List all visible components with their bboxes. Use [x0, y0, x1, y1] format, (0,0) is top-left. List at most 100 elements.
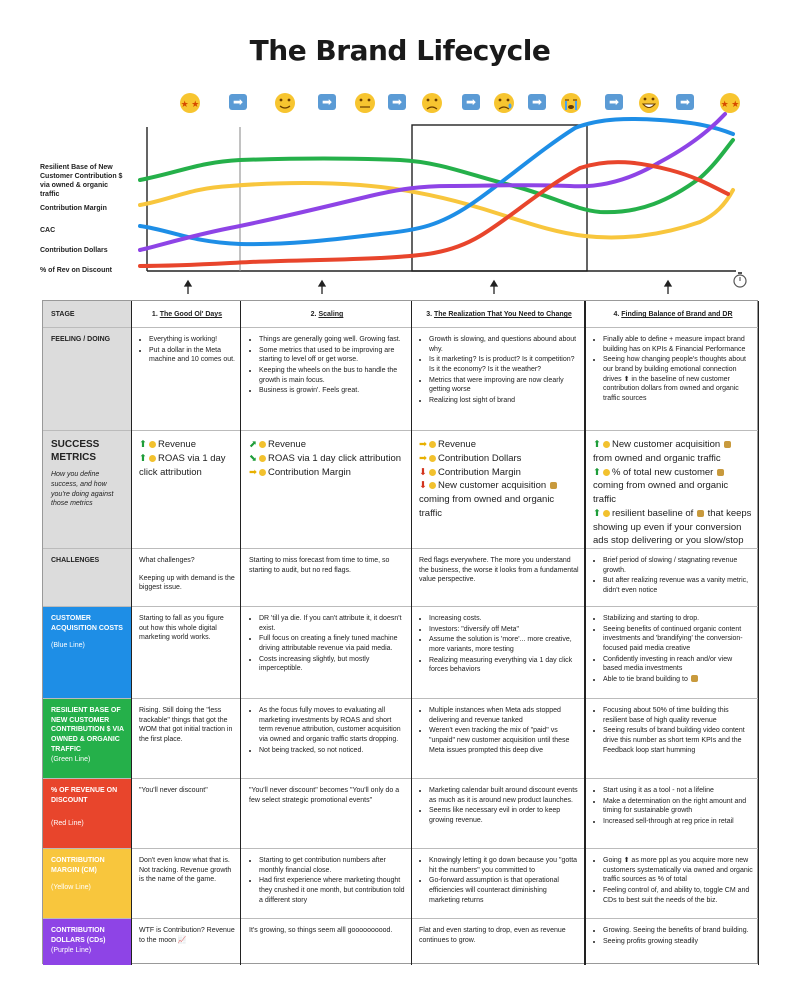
right-arrow-icon: ➡: [249, 466, 257, 478]
cd-label: CONTRIBUTION DOLLARS (CDs): [51, 927, 106, 944]
discount-stage-1: "You'll never discount": [139, 787, 208, 794]
money-bag-icon: [690, 674, 698, 682]
metric-text: coming from owned and organic traffic: [593, 480, 729, 506]
list-item: Some metrics that used to be improving a…: [259, 346, 405, 365]
smiling-face-icon: [602, 509, 610, 517]
feeling-stage-4: Finally able to define + measure impact …: [585, 328, 759, 430]
challenges-row: CHALLENGES What challenges? Keeping up wi…: [43, 548, 759, 606]
smiling-face-icon: [428, 441, 436, 448]
up-arrow-icon: ⬆: [139, 439, 147, 450]
svg-text:➡: ➡: [466, 95, 476, 109]
challenges-label: CHALLENGES: [43, 549, 131, 606]
challenges-stage-4: Brief period of slowing / stagnating rev…: [585, 549, 759, 606]
money-bag-icon: [723, 441, 731, 448]
stage-4-title: Finding Balance of Brand and DR: [621, 311, 733, 318]
metrics-stage-1: ⬆ Revenue ⬆ ROAS via 1 day click attributi…: [131, 431, 241, 548]
list-item: Going ⬆ as more ppl as you acquire more …: [603, 856, 753, 885]
metric-text: ROAS via 1 day click attribution: [139, 452, 226, 478]
stage-1-title: The Good Ol' Days: [159, 311, 223, 318]
purple-line: [138, 112, 727, 252]
list-item: Stabilizing and starting to drop.: [603, 614, 753, 624]
legend-green-label-2: Customer Contribution $: [40, 173, 123, 180]
list-item: Finally able to define + measure impact …: [603, 335, 753, 354]
neutral-face-icon: [355, 93, 375, 113]
down-arrow-icon: ⬇: [419, 480, 427, 492]
resilient-label-cell: RESILIENT BASE OF NEW CUSTOMER CONTRIBUT…: [43, 699, 131, 778]
metrics-label: SUCCESS METRICS: [51, 439, 100, 463]
cac-label: CUSTOMER ACQUISITION COSTS: [51, 615, 123, 632]
list-item: Seeing profits growing steadily: [603, 937, 753, 947]
resilient-row: RESILIENT BASE OF NEW CUSTOMER CONTRIBUT…: [43, 698, 759, 778]
discount-label-cell: % OF REVENUE ON DISCOUNT (Red Line): [43, 779, 131, 848]
crying-face-icon: [428, 482, 436, 490]
stage-4-number: 4.: [613, 311, 620, 318]
cd-stage-3: Flat and even starting to drop, even as …: [419, 927, 566, 944]
svg-text:➡: ➡: [233, 95, 243, 109]
smiling-face-icon: [148, 454, 156, 462]
discount-row: % OF REVENUE ON DISCOUNT (Red Line) "You'…: [43, 778, 759, 848]
list-item: Seeing benefits of continued organic con…: [603, 625, 753, 654]
up-arrow-icon: ⬆: [593, 466, 601, 478]
legend-blue-label: CAC: [40, 227, 55, 234]
star-struck-face-icon: ★ ★: [180, 93, 200, 113]
stage-1-header: 1. The Good Ol' Days: [131, 301, 241, 327]
cac-sublabel: (Blue Line): [51, 642, 85, 650]
feeling-stage-2: Things are generally going well. Growing…: [241, 328, 411, 430]
stage-3-header: 3. The Realization That You Need to Chan…: [411, 301, 585, 327]
cm-sublabel: (Yellow Line): [51, 884, 91, 892]
resilient-stage-3: Multiple instances when Meta ads stopped…: [411, 699, 585, 778]
list-item: Increased sell-through at reg price in r…: [603, 817, 753, 827]
smiling-face-icon: [602, 441, 610, 448]
frowning-face-icon: [428, 468, 436, 476]
arrow-icon: ➡: [605, 94, 623, 110]
svg-text:★ ★: ★ ★: [181, 99, 200, 109]
red-line: [138, 160, 730, 268]
list-item: Weren't even tracking the mix of "paid" …: [429, 726, 579, 755]
cm-label: CONTRIBUTION MARGIN (CM): [51, 857, 105, 874]
cd-stage-4: Growing. Seeing the benefits of brand bu…: [585, 919, 759, 965]
arrow-icon: ➡: [676, 94, 694, 110]
neutral-face-icon: [428, 454, 436, 462]
arrow-icon: ➡: [318, 94, 336, 110]
list-item: Realizing lost sight of brand: [429, 396, 579, 406]
svg-text:➡: ➡: [532, 95, 542, 109]
up-arrow-icon: ⬆: [139, 452, 147, 464]
metric-text: Contribution Dollars: [437, 452, 522, 464]
svg-text:★ ★: ★ ★: [721, 99, 740, 109]
legend-green-label-3: via owned & organic: [40, 182, 108, 189]
metrics-stage-4: ⬆ New customer acquisition from owned and…: [585, 431, 759, 548]
star-struck-face-icon: ★ ★: [720, 93, 740, 113]
stage-1-frame: [131, 301, 241, 965]
stage-3-title: The Realization That You Need to Change: [433, 311, 572, 318]
resilient-stage-1: Rising. Still doing the "less trackable"…: [139, 707, 233, 743]
list-item: Metrics that were improving are now clea…: [429, 376, 579, 395]
list-item: Focusing about 50% of time building this…: [603, 706, 753, 725]
list-item: As the focus fully moves to evaluating a…: [259, 706, 405, 745]
stage-label: STAGE: [43, 301, 131, 327]
list-item: DR 'till ya die. If you can't attribute …: [259, 614, 405, 633]
green-line: [138, 138, 735, 215]
list-item: Start using it as a tool - not a lifelin…: [603, 786, 753, 796]
cm-row: CONTRIBUTION MARGIN (CM) (Yellow Line) Do…: [43, 848, 759, 918]
metrics-stage-2: ⬈ Revenue ⬊ ROAS via 1 day click attributi…: [241, 431, 411, 548]
metric-text: that keeps showing up even if your conve…: [593, 507, 752, 547]
metric-text: Revenue: [437, 439, 476, 450]
cac-stage-2: DR 'till ya die. If you can't attribute …: [241, 607, 411, 698]
discount-stage-4: Start using it as a tool - not a lifelin…: [585, 779, 759, 848]
grinning-face-icon: [639, 93, 659, 113]
list-item: Investors: "diversify off Meta": [429, 625, 579, 635]
list-item: Able to tie brand building to: [603, 674, 753, 685]
list-item: Put a dollar in the Meta machine and 10 …: [149, 346, 235, 365]
stopwatch-icon: [733, 272, 747, 288]
cac-stage-3: Increasing costs. Investors: "diversify …: [411, 607, 585, 698]
lifecycle-chart: ★ ★ ➡ ➡ ➡ ➡ ➡ ➡ ➡ ★ ★ Resilient Base of …: [40, 93, 747, 294]
metric-text: Contribution Margin: [437, 466, 521, 478]
down-arrow-icon: ⬇: [419, 466, 427, 478]
metric-text: ROAS via 1 day click attribution: [267, 452, 402, 464]
stage-3-frame: [411, 301, 585, 965]
list-item: Multiple instances when Meta ads stopped…: [429, 706, 579, 725]
feeling-stage-3: Growth is slowing, and questions abound …: [411, 328, 585, 430]
cd-label-cell: CONTRIBUTION DOLLARS (CDs) (Purple Line): [43, 919, 131, 965]
list-item: Marketing calendar built around discount…: [429, 786, 579, 805]
stage-row: STAGE 1. The Good Ol' Days 2. Scaling 3.…: [43, 301, 759, 327]
